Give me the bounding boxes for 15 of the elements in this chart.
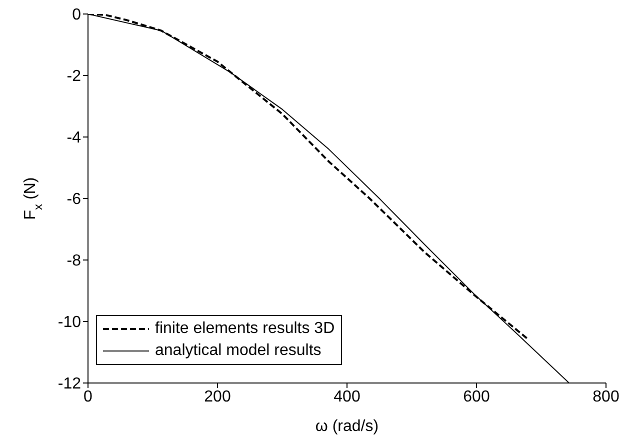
x-axis-title: ω (rad/s): [315, 418, 379, 435]
y-tick-label: -10: [58, 314, 82, 332]
x-tick-label: 800: [592, 388, 620, 406]
x-tick-label: 600: [463, 388, 490, 406]
y-tick-label: -4: [66, 130, 82, 147]
x-tick-label: 400: [334, 388, 360, 406]
y-tick-label: 0: [72, 6, 82, 24]
legend-label: analytical model results: [155, 341, 322, 361]
y-tick-label: -2: [66, 68, 82, 86]
y-tick-label: -6: [66, 191, 82, 208]
x-tick-label: 0: [84, 388, 93, 406]
x-tick-label: 200: [204, 388, 231, 406]
y-tick-label: -8: [66, 252, 82, 270]
legend-label: finite elements results 3D: [155, 319, 335, 339]
y-tick-label: -12: [58, 376, 82, 393]
